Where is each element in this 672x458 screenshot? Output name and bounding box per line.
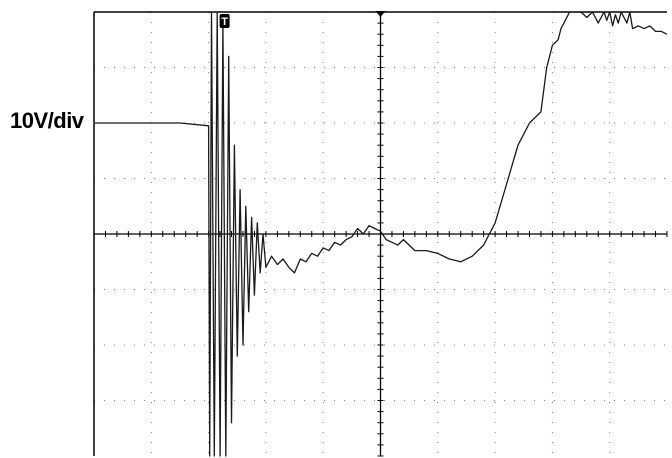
- trigger-marker-label: T: [221, 16, 228, 28]
- trigger-marker: T: [219, 14, 230, 28]
- center-axes: [93, 11, 668, 457]
- volts-per-div-label: 10V/div: [10, 108, 84, 133]
- voltage-trace: [94, 11, 668, 457]
- trigger-marker-box: [219, 14, 230, 28]
- center-position-marker: [375, 11, 386, 17]
- markers: T: [219, 11, 386, 28]
